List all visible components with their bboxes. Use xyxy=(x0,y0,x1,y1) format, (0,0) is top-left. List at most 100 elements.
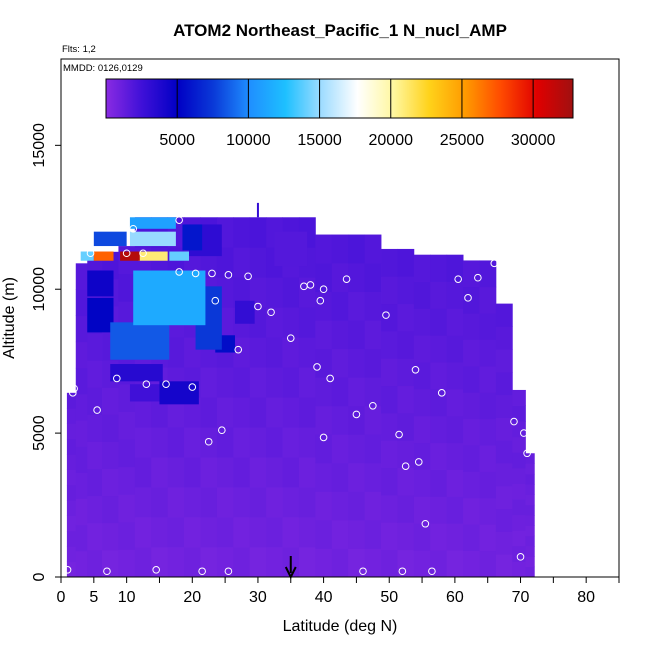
heatmap-cell xyxy=(87,387,103,415)
heatmap-cell xyxy=(495,371,513,396)
heatmap-cell xyxy=(134,397,152,428)
heatmap-cell xyxy=(525,463,535,475)
heatmap-cell xyxy=(430,550,448,577)
measurement-point xyxy=(428,567,436,576)
heatmap-cell xyxy=(315,291,333,321)
heatmap-cell xyxy=(151,397,169,428)
heatmap-cell xyxy=(348,548,366,577)
heatmap-cell xyxy=(331,291,349,321)
heatmap-cell xyxy=(525,525,535,537)
heatmap-cell xyxy=(184,547,201,577)
heatmap-cell xyxy=(315,491,333,521)
heatmap-cell xyxy=(463,550,480,577)
measurement-point xyxy=(286,334,295,342)
heatmap-cell xyxy=(167,337,185,368)
heatmap-cell xyxy=(151,517,169,548)
heatmap-hotspot xyxy=(169,251,190,261)
heatmap-cell xyxy=(364,434,382,464)
heatmap-cell xyxy=(495,463,513,487)
heatmap-cell xyxy=(134,517,152,548)
heatmap-cell xyxy=(446,362,464,390)
heatmap-cell xyxy=(397,549,415,577)
heatmap-cell xyxy=(495,394,513,418)
heatmap-cell xyxy=(249,367,267,398)
heatmap-cell xyxy=(66,484,77,501)
heatmap-cell xyxy=(463,286,480,314)
heatmap-cell xyxy=(463,497,480,525)
latitude-arrow-marker xyxy=(284,556,297,580)
heatmap-cell xyxy=(479,339,497,367)
heatmap-cell xyxy=(233,457,251,488)
measurement-point xyxy=(490,259,499,268)
heatmap-cell xyxy=(87,549,103,577)
heatmap-cell xyxy=(381,330,398,359)
heatmap-cell xyxy=(413,362,431,390)
measurement-point xyxy=(208,269,216,278)
heatmap-cell xyxy=(66,423,77,440)
heatmap-cell xyxy=(298,457,316,488)
heatmap-cell xyxy=(413,308,431,336)
heatmap-cell xyxy=(118,494,136,523)
colorbar-gradient xyxy=(105,78,574,119)
heatmap-cell xyxy=(495,417,513,441)
measurement-point xyxy=(204,437,213,446)
heatmap-cell xyxy=(216,427,234,458)
measurement-point xyxy=(382,311,390,319)
heatmap-cell xyxy=(102,549,119,577)
colorbar-tick-label: 25000 xyxy=(440,132,485,149)
heatmap-cell xyxy=(479,392,497,420)
colorbar: 5000 10000 15000 20000 25000 30000 xyxy=(105,78,574,149)
y-axis-label: Altitude (m) xyxy=(1,277,18,359)
measurement-point xyxy=(139,249,147,258)
heatmap-cell xyxy=(446,442,464,470)
heatmap-cell xyxy=(151,427,169,458)
colorbar-tick-label: 20000 xyxy=(369,132,414,149)
heatmap-cell xyxy=(167,427,185,458)
heatmap-cell xyxy=(364,263,382,293)
heatmap-cell xyxy=(200,487,218,518)
measurement-point xyxy=(454,275,462,283)
heatmap-cell xyxy=(381,276,398,305)
heatmap-cell xyxy=(479,365,497,393)
measurement-point xyxy=(437,389,446,397)
heatmap-cell xyxy=(167,517,185,548)
heatmap-cell xyxy=(315,377,333,407)
y-axis: 0 5000 10000 15000 xyxy=(31,123,62,581)
measurement-point xyxy=(306,281,315,289)
heatmap-cell xyxy=(446,308,464,336)
y-tick-label: 15000 xyxy=(31,123,48,168)
heatmap-cell xyxy=(315,462,333,492)
heatmap-cell xyxy=(118,439,136,468)
heatmap-cell xyxy=(167,397,185,428)
heatmap-cell xyxy=(364,405,382,435)
heatmap-cell xyxy=(364,348,382,378)
heatmap-cell xyxy=(266,487,283,518)
heatmap-cell xyxy=(200,397,218,428)
heatmap-cell xyxy=(331,234,349,264)
heatmap-hotspot xyxy=(87,297,114,333)
heatmap-cell xyxy=(233,517,251,548)
colorbar-tick-label: 30000 xyxy=(511,132,556,149)
measurement-point xyxy=(191,269,200,278)
heatmap-cell xyxy=(495,326,513,350)
heatmap-cell xyxy=(87,468,103,497)
heatmap-cell xyxy=(66,438,77,455)
heatmap-cell xyxy=(397,494,415,523)
heatmap-cell xyxy=(102,468,119,497)
heatmap-cell xyxy=(348,462,366,492)
heatmap-cell xyxy=(397,412,415,441)
heatmap-cell xyxy=(381,467,398,496)
heatmap-cell xyxy=(134,457,152,488)
heatmap-cell xyxy=(397,303,415,332)
heatmap-cell xyxy=(200,427,218,458)
heatmap-cell xyxy=(282,337,300,368)
measurement-point xyxy=(398,567,407,576)
heatmap-cell xyxy=(463,471,480,499)
heatmap-cell xyxy=(446,469,464,497)
x-tick-label: 5 xyxy=(89,589,98,606)
heatmap-cell xyxy=(216,367,234,398)
heatmap-cell xyxy=(66,469,77,486)
colorbar-ticks: 5000 10000 15000 20000 25000 30000 xyxy=(159,79,555,149)
measurement-point xyxy=(342,275,351,283)
